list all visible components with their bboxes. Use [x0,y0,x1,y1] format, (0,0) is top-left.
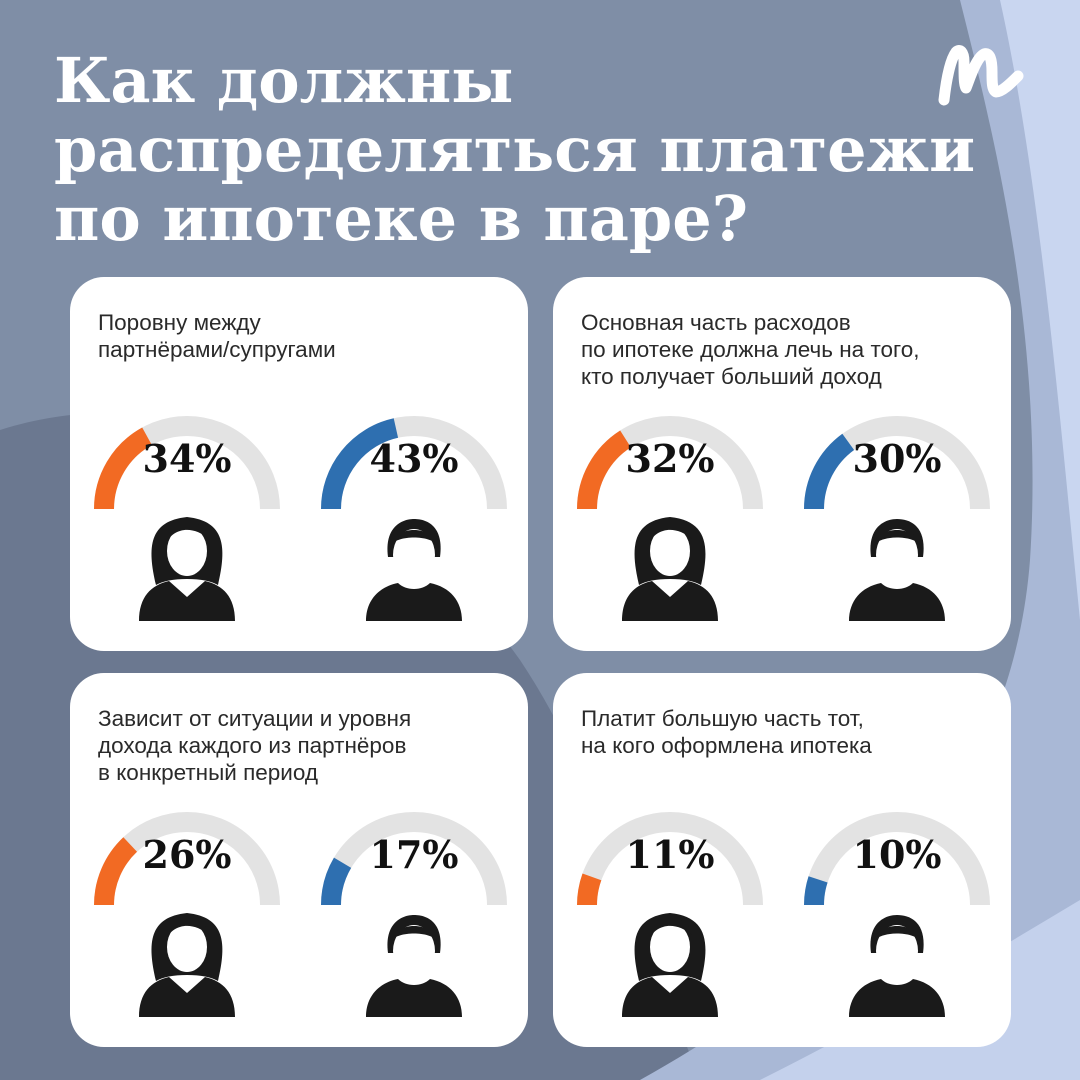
women-gauge-arc [94,837,138,906]
card-label: Зависит от ситуации и уровня дохода кажд… [98,705,508,786]
gauge-pair [577,416,990,621]
woman-bangs [647,917,692,941]
man-hair-top [874,530,920,545]
women-gauge-arc [577,430,632,510]
card-label-line-2: по ипотеке должна лечь на того, [581,337,920,362]
woman-silhouette-icon [622,913,718,1017]
woman-face [167,526,207,576]
card-label-line-2: партнёрами/супругами [98,337,336,362]
title-line-1: Как должны [54,44,514,117]
women-percent-label: 26% [142,832,232,877]
woman-bangs [164,521,209,545]
woman-silhouette-icon [622,517,718,621]
man-body [849,583,945,621]
men-gauge-arc [804,433,855,510]
man-silhouette-icon [366,915,462,1017]
woman-body [139,977,235,1017]
woman-silhouette-icon [139,517,235,621]
logo-m-icon [938,45,1024,106]
card-mortgage-holder: Платит большую часть тот, на кого оформл… [553,673,1011,1047]
gauge-pair [577,812,990,1017]
woman-silhouette-icon [139,913,235,1017]
card-label-line-2: дохода каждого из партнёров [98,733,407,758]
card-label-line-1: Платит большую часть тот, [581,706,864,731]
men-percent-label: 43% [369,436,459,481]
women-gauge-arc [94,427,153,510]
man-face [876,529,918,581]
gauge-pair [94,416,507,621]
title-line-3: по ипотеке в паре? [54,182,749,255]
women-percent-label: 34% [142,436,232,481]
man-face [393,529,435,581]
title-line-2: распределяться платежи [54,113,976,186]
woman-face [167,922,207,972]
women-percent-label: 32% [625,436,715,481]
card-label: Поровну между партнёрами/супругами [98,309,508,363]
men-gauge-arc [321,418,399,510]
woman-bangs [647,521,692,545]
card-depends: Зависит от ситуации и уровня дохода кажд… [70,673,528,1047]
woman-bangs [164,917,209,941]
card-label-line-3: в конкретный период [98,760,319,785]
woman-face [650,526,690,576]
card-label-line-1: Зависит от ситуации и уровня [98,706,412,731]
man-silhouette-icon [849,915,945,1017]
men-gauge-arc [804,876,828,906]
woman-body [622,977,718,1017]
man-body [366,979,462,1017]
card-label: Платит большую часть тот, на кого оформл… [581,705,991,759]
card-label-line-2: на кого оформлена ипотека [581,733,872,758]
woman-body [139,581,235,621]
page-title: Как должны распределяться платежи по ипо… [54,46,975,253]
man-body [849,979,945,1017]
man-silhouette-icon [366,519,462,621]
card-label-line-1: Основная часть расходов [581,310,851,335]
men-gauge-track [804,812,990,906]
man-body [366,583,462,621]
man-face [876,925,918,977]
card-label-line-3: кто получает больший доход [581,364,882,389]
men-percent-label: 17% [369,832,459,877]
men-percent-label: 30% [852,436,942,481]
women-gauge-arc [577,873,602,906]
women-gauge-track [577,812,763,906]
man-hair-top [874,926,920,941]
man-hair-top [391,530,437,545]
card-higher-income: Основная часть расходов по ипотеке должн… [553,277,1011,651]
woman-face [650,922,690,972]
man-face [393,925,435,977]
man-silhouette-icon [849,519,945,621]
card-equal: Поровну между партнёрами/супругами 34% 4… [70,277,528,651]
men-percent-label: 10% [852,832,942,877]
man-hair-top [391,926,437,941]
men-gauge-arc [321,857,352,906]
woman-body [622,581,718,621]
card-label: Основная часть расходов по ипотеке должн… [581,309,991,390]
card-label-line-1: Поровну между [98,310,261,335]
women-percent-label: 11% [625,832,715,877]
gauge-pair [94,812,507,1017]
